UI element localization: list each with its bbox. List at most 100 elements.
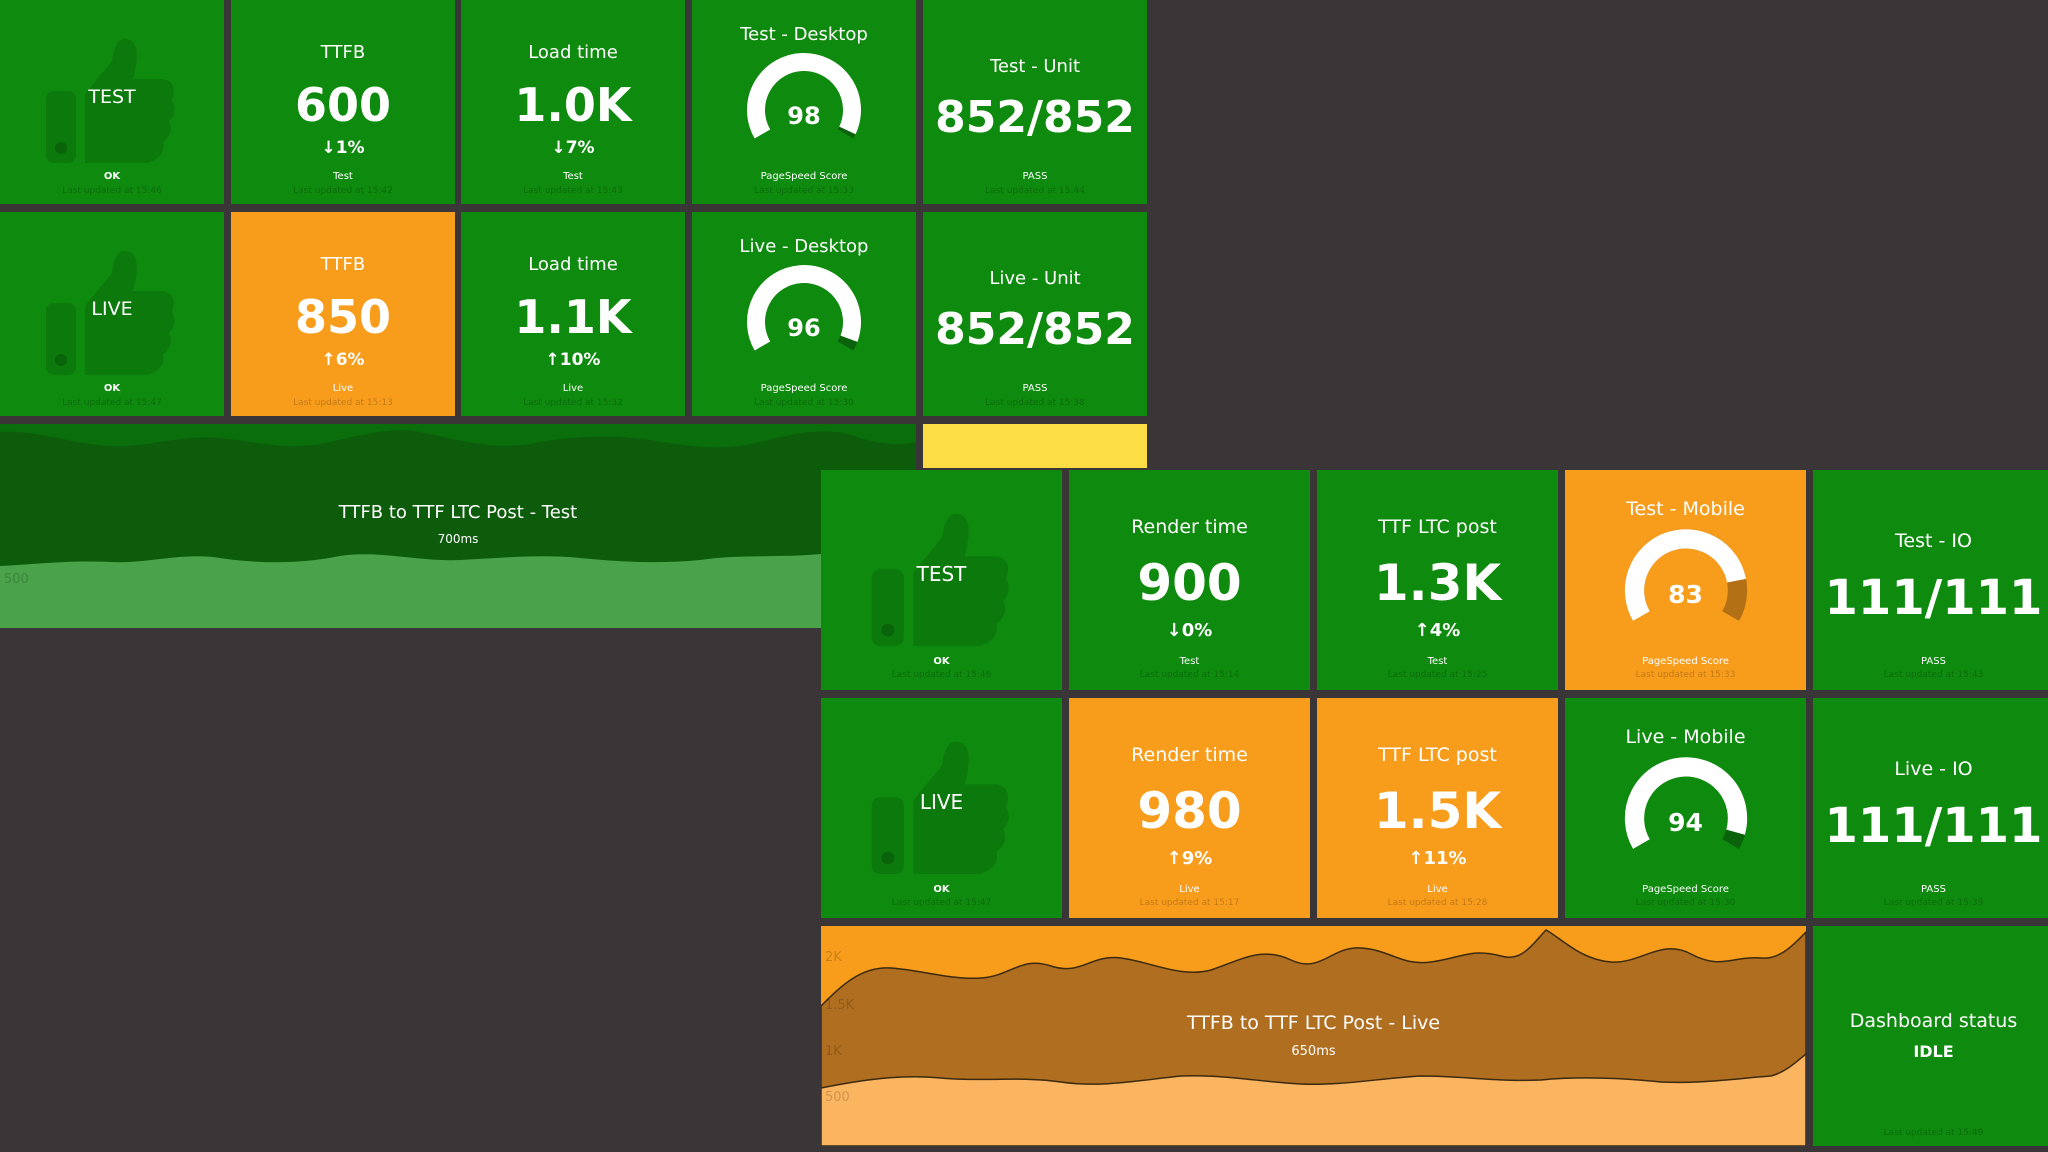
gauge-tile-desktop-test[interactable]: Test - Desktop 98 PageSpeed Score Last u…	[692, 0, 916, 204]
updated-at: Last updated at 15:17	[1139, 898, 1240, 908]
updated-at: Last updated at 15:25	[1387, 670, 1488, 680]
tile-title: Render time	[1131, 516, 1248, 538]
status-tile-live[interactable]: LIVE OK Last updated at 15:47	[0, 212, 224, 416]
tile-change: ↑4%	[1317, 620, 1558, 641]
number-tile-render-live[interactable]: Render time 980 ↑9% Live Last updated at…	[1069, 698, 1310, 918]
arrow-down-icon: ↓	[551, 138, 566, 158]
tile-change: ↓1%	[231, 138, 455, 158]
updated-at: Last updated at 15:46	[891, 670, 992, 680]
text-tile-dashboard-status[interactable]: Dashboard status IDLE Last updated at 15…	[1813, 926, 2048, 1146]
chart-title: TTFB to TTF LTC Post - Test	[338, 502, 578, 523]
updated-at: Last updated at 15:28	[1387, 898, 1488, 908]
arrow-up-icon: ↑	[1414, 620, 1430, 641]
updated-at: Last updated at 15:42	[293, 186, 393, 196]
tile-change: ↑10%	[461, 350, 685, 370]
status-text: OK	[103, 171, 121, 182]
pagespeed-gauge	[1624, 529, 1748, 621]
tile-value: 1.5K	[1373, 782, 1502, 840]
status-label: TEST	[88, 86, 136, 108]
gauge-fill	[1624, 757, 1748, 849]
status-tile-test[interactable]: TEST OK Last updated at 15:46	[0, 0, 224, 204]
number-tile-ttf-test[interactable]: TTF LTC post 1.3K ↑4% Test Last updated …	[1317, 470, 1558, 690]
tile-value: 850	[294, 290, 392, 344]
y-axis-tick: 1.5K	[825, 998, 855, 1013]
gauge-fill	[747, 265, 861, 351]
tile-value: IDLE	[1913, 1042, 1954, 1061]
tile-change: ↓0%	[1069, 620, 1310, 641]
tile-more-info: Test	[563, 171, 583, 182]
tile-title: Live - Unit	[989, 268, 1081, 289]
thumbs-up-icon	[46, 38, 175, 163]
number-tile-ttfb-test[interactable]: TTFB 600 ↓1% Test Last updated at 15:42	[231, 0, 455, 204]
gauge-tile-mobile-test[interactable]: Test - Mobile 83 PageSpeed Score Last up…	[1565, 470, 1806, 690]
tile-change: ↑6%	[231, 350, 455, 370]
tile-value: 900	[1137, 554, 1242, 612]
y-axis-tick: 2K	[825, 950, 842, 965]
status-tile-test[interactable]: TEST OK Last updated at 15:46	[821, 470, 1062, 690]
number-tile-ttf-live[interactable]: TTF LTC post 1.5K ↑11% Live Last updated…	[1317, 698, 1558, 918]
tile-title: Test - Unit	[989, 56, 1081, 77]
updated-at: Last updated at 15:33	[754, 186, 854, 196]
gauge-tile-desktop-live[interactable]: Live - Desktop 96 PageSpeed Score Last u…	[692, 212, 916, 416]
tile-value: 111/111	[1824, 798, 2043, 854]
tile-more-info: Test	[1179, 656, 1200, 667]
change-value: 9%	[1181, 848, 1213, 869]
status-text: OK	[933, 656, 950, 667]
number-tile-load-test[interactable]: Load time 1.0K ↓7% Test Last updated at …	[461, 0, 685, 204]
gauge-value: 83	[1668, 580, 1703, 609]
tile-title: Render time	[1131, 744, 1248, 766]
tile-title: Live - IO	[1894, 758, 1973, 780]
gauge-value: 98	[787, 102, 821, 130]
tile-title: TTF LTC post	[1378, 744, 1497, 766]
tile-title: TTFB	[320, 42, 366, 63]
chart-subtitle: 650ms	[1291, 1044, 1336, 1059]
text-tile-unit-live[interactable]: Live - Unit 852/852 PASS Last updated at…	[923, 212, 1147, 416]
gauge-value: 94	[1668, 808, 1703, 837]
status-text: OK	[933, 884, 950, 895]
status-label: LIVE	[91, 298, 133, 320]
change-value: 0%	[1181, 620, 1213, 641]
updated-at: Last updated at 15:47	[891, 898, 992, 908]
tile-more-info: PASS	[1921, 656, 1946, 667]
chart-title: TTFB to TTF LTC Post - Live	[1186, 1012, 1441, 1034]
tile-more-info: Live	[332, 383, 354, 394]
tile-title: Live - Desktop	[739, 236, 869, 257]
arrow-down-icon: ↓	[1166, 620, 1182, 641]
tile-more-info: PageSpeed Score	[760, 383, 848, 394]
status-label: TEST	[916, 562, 967, 586]
tile-title: Test - Mobile	[1626, 498, 1745, 520]
status-tile-live[interactable]: LIVE OK Last updated at 15:47	[821, 698, 1062, 918]
tile-more-info: PageSpeed Score	[760, 171, 848, 182]
updated-at: Last updated at 15:30	[754, 398, 854, 408]
placeholder-tile	[923, 424, 1147, 468]
status-label: LIVE	[919, 790, 964, 814]
arrow-up-icon: ↑	[1166, 848, 1182, 869]
arrow-down-icon: ↓	[321, 138, 336, 158]
arrow-up-icon: ↑	[545, 350, 560, 370]
number-tile-ttfb-live[interactable]: TTFB 850 ↑6% Live Last updated at 15:13	[231, 212, 455, 416]
updated-at: Last updated at 15:33	[1635, 670, 1736, 680]
text-tile-unit-test[interactable]: Test - Unit 852/852 PASS Last updated at…	[923, 0, 1147, 204]
tile-more-info: PASS	[1022, 383, 1048, 394]
y-axis-tick: 500	[4, 572, 29, 587]
text-tile-io-test[interactable]: Test - IO 111/111 PASS Last updated at 1…	[1813, 470, 2048, 690]
text-tile-io-live[interactable]: Live - IO 111/111 PASS Last updated at 1…	[1813, 698, 2048, 918]
chart-tile-live[interactable]: 2K 1.5K 1K 500 TTFB to TTF LTC Post - Li…	[821, 926, 1806, 1146]
chart-tile-test[interactable]: 500 TTFB to TTF LTC Post - Test 700ms	[0, 424, 916, 628]
tile-more-info: PageSpeed Score	[1642, 656, 1729, 667]
arrow-up-icon: ↑	[1408, 848, 1424, 869]
number-tile-load-live[interactable]: Load time 1.1K ↑10% Live Last updated at…	[461, 212, 685, 416]
arrow-up-icon: ↑	[321, 350, 336, 370]
number-tile-render-test[interactable]: Render time 900 ↓0% Test Last updated at…	[1069, 470, 1310, 690]
tile-more-info: PASS	[1022, 171, 1048, 182]
updated-at: Last updated at 15:32	[523, 398, 623, 408]
updated-at: Last updated at 15:38	[985, 398, 1085, 408]
change-value: 6%	[335, 350, 365, 370]
tile-more-info: Test	[333, 171, 353, 182]
y-axis-tick: 500	[825, 1090, 850, 1105]
gauge-tile-mobile-live[interactable]: Live - Mobile 94 PageSpeed Score Last up…	[1565, 698, 1806, 918]
tile-value: 980	[1137, 782, 1242, 840]
updated-at: Last updated at 15:47	[62, 398, 162, 408]
tile-more-info: Live	[1427, 884, 1448, 895]
change-value: 11%	[1423, 848, 1467, 869]
